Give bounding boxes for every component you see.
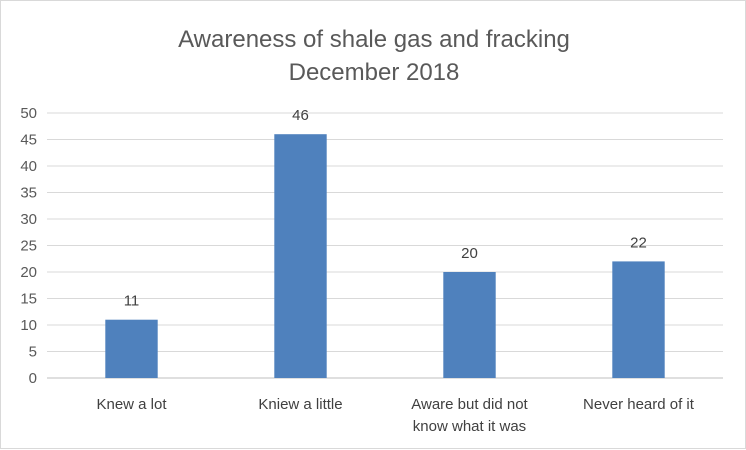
x-tick-label: know what it was bbox=[413, 418, 526, 435]
x-tick-label: Kniew a little bbox=[258, 396, 342, 413]
bar bbox=[105, 319, 158, 378]
y-tick-label: 0 bbox=[29, 370, 37, 387]
x-axis-categories: Knew a lot Kniew a little Aware but did no… bbox=[96, 396, 694, 435]
data-label: 20 bbox=[461, 245, 478, 262]
y-tick-label: 15 bbox=[20, 291, 37, 308]
chart-title-line-2: December 2018 bbox=[289, 59, 460, 86]
y-tick-label: 35 bbox=[20, 185, 37, 202]
x-tick-label: Never heard of it bbox=[583, 396, 695, 413]
data-label: 11 bbox=[124, 293, 140, 310]
bar bbox=[612, 261, 665, 378]
chart-title-line-1: Awareness of shale gas and fracking bbox=[178, 26, 570, 53]
bar bbox=[443, 272, 496, 378]
data-label: 46 bbox=[292, 107, 309, 124]
bars bbox=[105, 134, 665, 378]
x-tick-label: Aware but did not bbox=[411, 396, 528, 413]
data-labels: 11 46 20 22 bbox=[124, 107, 647, 310]
y-axis-ticks: 0 5 10 15 20 25 30 35 40 45 50 bbox=[20, 105, 37, 387]
y-tick-label: 5 bbox=[29, 344, 37, 361]
y-tick-label: 40 bbox=[20, 158, 37, 175]
data-label: 22 bbox=[630, 234, 647, 251]
gridlines bbox=[47, 112, 723, 379]
y-tick-label: 30 bbox=[20, 211, 37, 228]
y-tick-label: 25 bbox=[20, 238, 37, 255]
chart-title: Awareness of shale gas and fracking Decem… bbox=[178, 26, 570, 86]
y-tick-label: 50 bbox=[20, 105, 37, 122]
x-tick-label: Knew a lot bbox=[96, 396, 167, 413]
y-tick-label: 20 bbox=[20, 264, 37, 281]
bar bbox=[274, 134, 327, 378]
y-tick-label: 10 bbox=[20, 317, 37, 334]
y-tick-label: 45 bbox=[20, 132, 37, 149]
